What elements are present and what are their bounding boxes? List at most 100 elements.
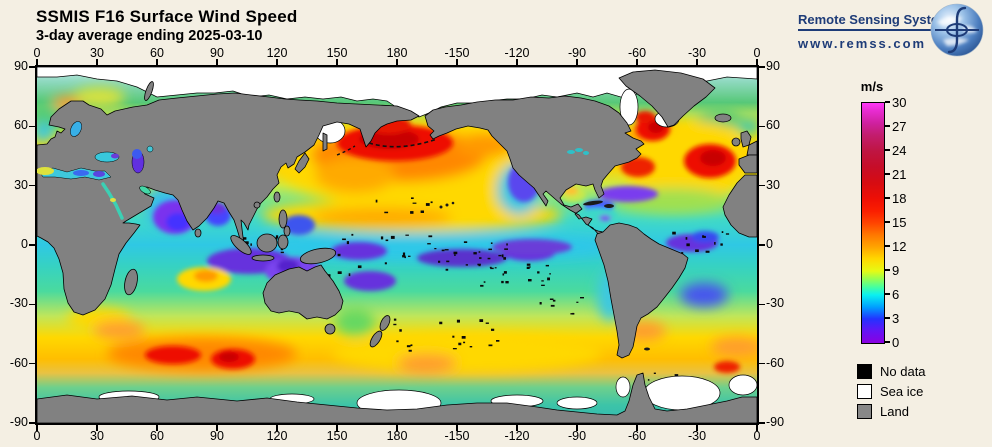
med-west-yellow	[37, 167, 54, 175]
cbar-tick-8	[885, 293, 890, 295]
cbar-tick-label-6: 12	[892, 238, 907, 254]
lat-label-right-5: -60	[766, 355, 785, 370]
lon-label-bottom-8: -120	[504, 429, 530, 443]
lat-label-right-4: -30	[766, 296, 785, 311]
med-east-purple	[93, 171, 105, 177]
lat-label-right-3: 0	[766, 237, 773, 251]
great-lake-3	[583, 151, 589, 155]
remss-url: www.remss.com	[798, 36, 927, 51]
lat-tick-left-3	[29, 244, 35, 246]
lon-tick-bottom-5	[336, 425, 338, 431]
lat-tick-left-2	[29, 184, 35, 187]
lat-tick-right-1	[759, 125, 765, 128]
cbar-tick-label-2: 24	[892, 142, 907, 158]
lon-label-top-2: 60	[150, 46, 164, 60]
great-lake-2	[575, 148, 583, 152]
lat-label-right-6: -90	[766, 415, 785, 429]
lon-tick-bottom-7	[456, 425, 458, 431]
page-subtitle: 3-day average ending 2025-03-10	[36, 28, 263, 44]
lon-label-top-7: -150	[444, 46, 470, 60]
lon-tick-top-2	[156, 59, 158, 65]
lon-label-top-9: -90	[567, 46, 587, 60]
lat-label-left-2: 30	[14, 177, 28, 192]
lat-label-right-2: 30	[766, 177, 780, 192]
hawaii	[439, 205, 443, 209]
lat-label-left-3: 0	[21, 237, 28, 251]
cbar-tick-label-10: 0	[892, 334, 900, 350]
nz-south-island	[369, 330, 383, 348]
lon-tick-bottom-11	[696, 425, 698, 431]
black-sea-purple	[111, 153, 119, 159]
lon-label-top-10: -60	[627, 46, 647, 60]
lon-label-top-0: 0	[33, 46, 41, 60]
lon-tick-top-6	[396, 59, 398, 65]
legend-swatch-land	[857, 403, 872, 419]
lon-label-bottom-1: 30	[90, 429, 104, 443]
taiwan	[273, 191, 281, 203]
legend-row-land: Land	[857, 401, 926, 421]
lon-label-top-11: -30	[687, 46, 707, 60]
cbar-tick-10	[885, 341, 890, 343]
lon-label-top-3: 90	[210, 46, 224, 60]
lon-tick-top-7	[456, 59, 458, 65]
lat-tick-right-3	[759, 244, 765, 246]
colorbar	[861, 102, 885, 344]
lon-label-top-12: 0	[753, 46, 761, 60]
lon-label-bottom-0: 0	[33, 429, 41, 443]
world-map	[37, 67, 757, 423]
legend-row-no-data: No data	[857, 361, 926, 381]
cbar-tick-3	[885, 173, 890, 175]
new-guinea	[299, 247, 337, 265]
cbar-tick-5	[885, 221, 890, 223]
lat-tick-right-2	[759, 184, 765, 187]
cbar-tick-6	[885, 245, 890, 247]
colorbar-units: m/s	[860, 79, 884, 94]
lat-label-left-6: -90	[9, 415, 28, 429]
borneo	[256, 233, 278, 253]
lon-tick-bottom-2	[156, 425, 158, 431]
lon-tick-top-9	[576, 59, 578, 65]
sumatra	[230, 235, 252, 255]
lon-label-bottom-12: 0	[753, 429, 761, 443]
legend-label-no-data: No data	[880, 363, 926, 379]
lon-tick-bottom-9	[576, 425, 578, 431]
lon-tick-bottom-10	[636, 425, 638, 431]
wind-field-cores	[145, 111, 740, 373]
falklands	[644, 347, 650, 351]
remss-globe-icon	[930, 3, 984, 57]
remss-logo-text: Remote Sensing Systems	[798, 12, 957, 27]
lon-label-top-1: 30	[90, 46, 104, 60]
lat-tick-left-0	[29, 66, 35, 68]
lat-label-left-5: -60	[9, 355, 28, 370]
hispaniola	[604, 204, 614, 208]
legend-swatch-no-data	[857, 363, 872, 379]
logo-underline	[798, 29, 962, 31]
legend-label-sea-ice: Sea ice	[880, 383, 924, 399]
south-america	[594, 222, 689, 359]
kuril-arc	[336, 145, 356, 156]
aral-sea	[146, 145, 154, 153]
cbar-tick-7	[885, 269, 890, 271]
legend-label-land: Land	[880, 403, 909, 419]
sri-lanka	[194, 228, 202, 238]
north-america	[424, 95, 645, 236]
lon-tick-top-12	[756, 59, 758, 65]
lat-tick-left-5	[29, 362, 35, 365]
lon-tick-top-5	[336, 59, 338, 65]
lon-tick-bottom-8	[516, 425, 518, 431]
cbar-tick-label-1: 27	[892, 118, 907, 134]
lat-tick-left-1	[29, 125, 35, 128]
lon-label-top-6: 180	[386, 46, 408, 60]
baltic-sea	[70, 121, 82, 137]
small-islands	[336, 138, 650, 351]
cbar-tick-label-0: 30	[892, 94, 907, 110]
tasmania	[324, 323, 336, 335]
lon-label-top-5: 150	[326, 46, 348, 60]
sakhalin	[322, 132, 328, 152]
lon-tick-top-4	[276, 59, 278, 65]
java	[251, 254, 275, 262]
lat-label-left-1: 60	[14, 118, 28, 133]
lon-label-bottom-2: 60	[150, 429, 164, 443]
cbar-tick-4	[885, 197, 890, 199]
legend-swatch-sea-ice	[857, 383, 872, 399]
